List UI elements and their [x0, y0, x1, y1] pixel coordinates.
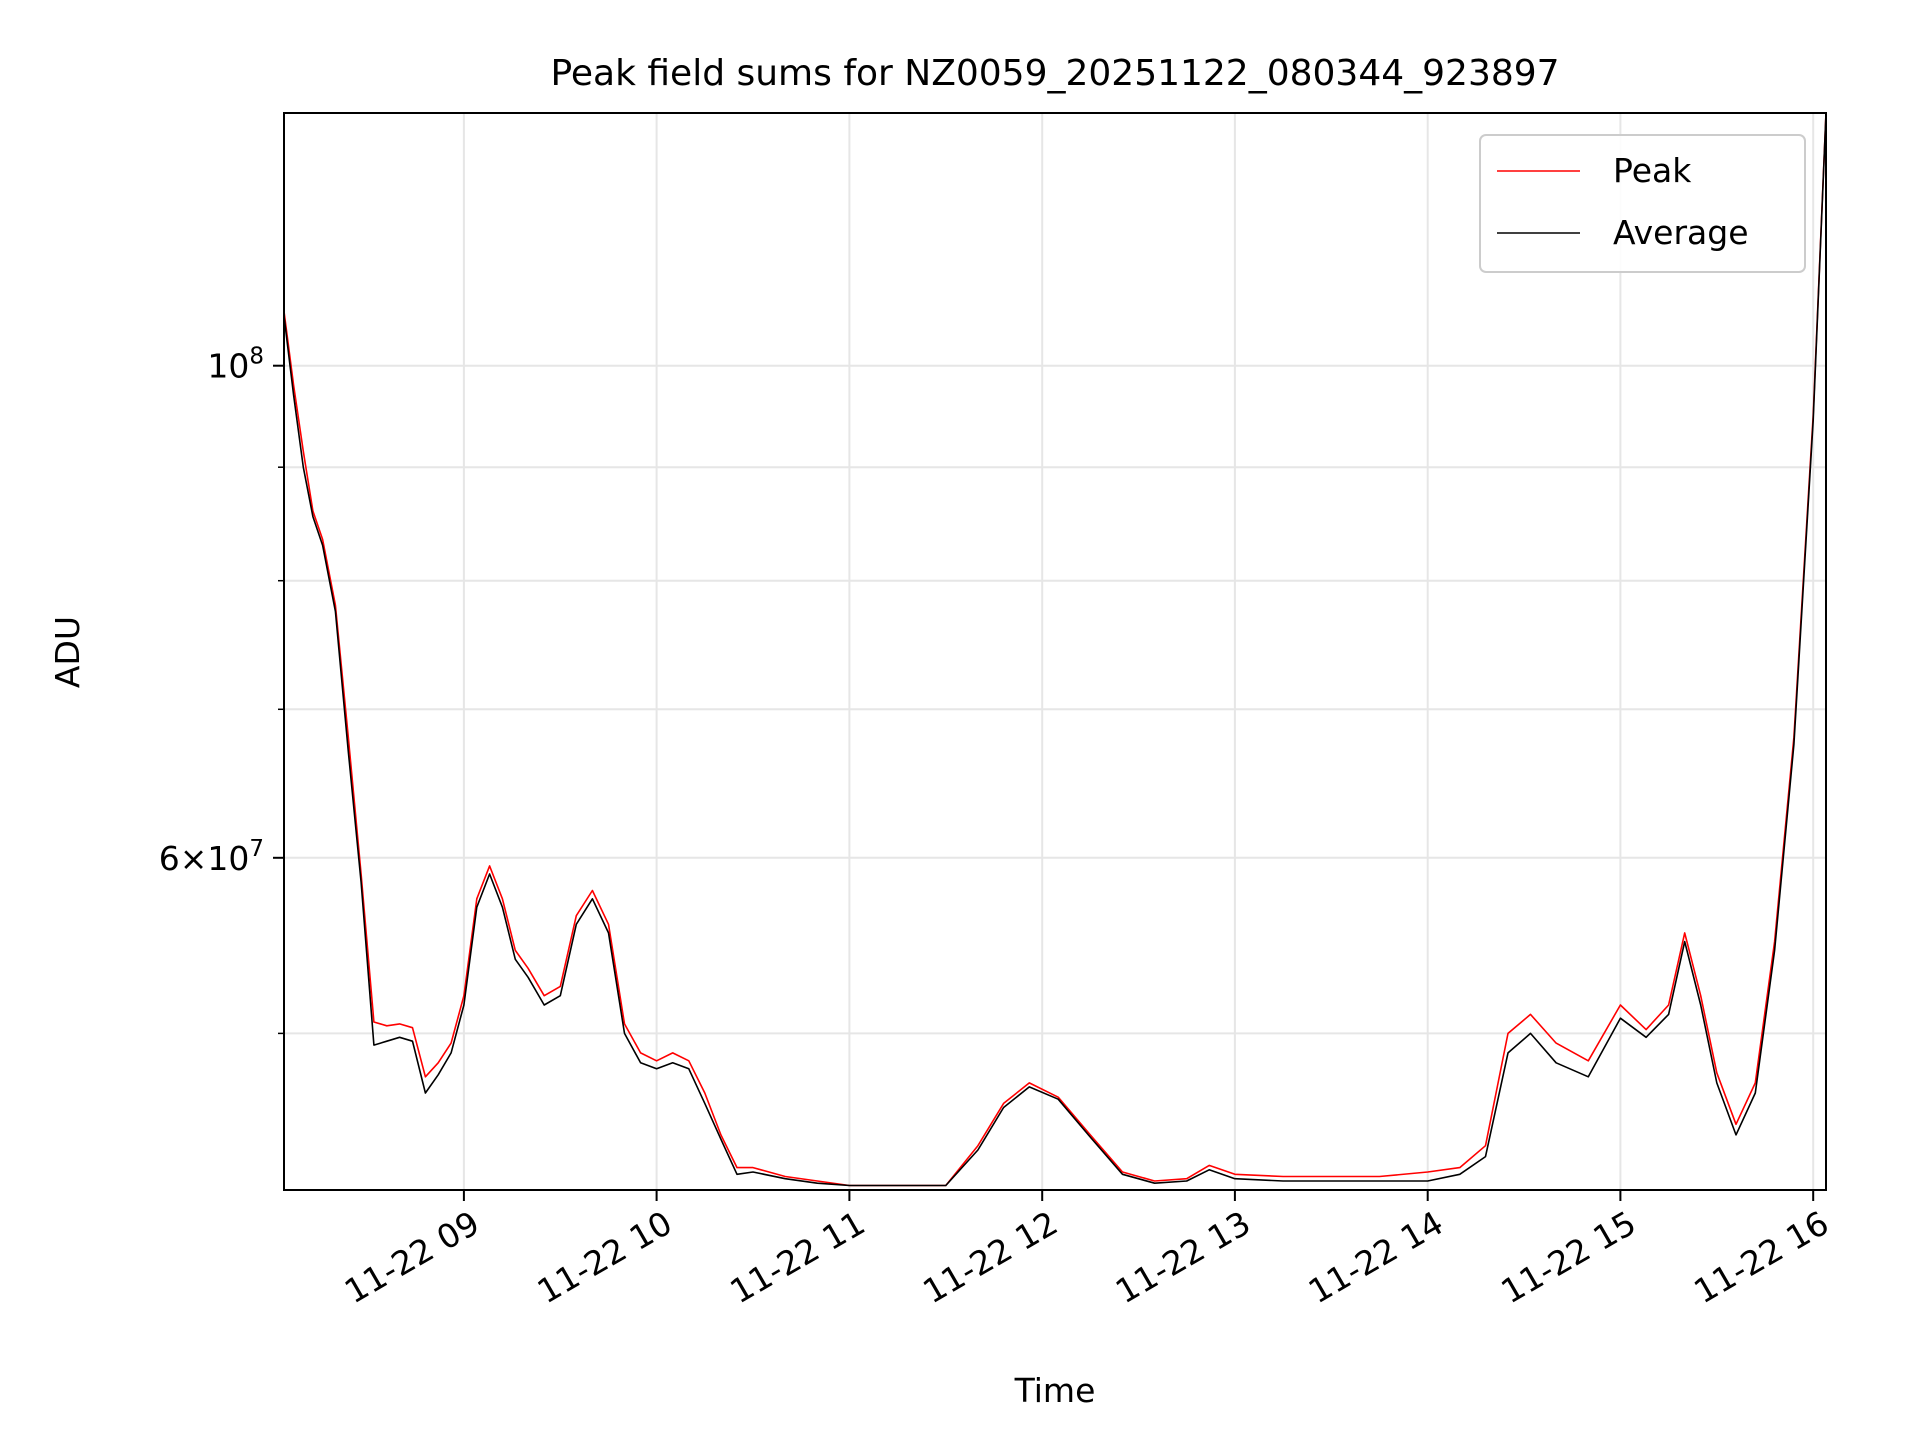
legend: Peak Average: [1479, 134, 1806, 273]
y-tick-base: 10: [207, 839, 249, 878]
y-tick-mantissa: 6: [159, 839, 180, 878]
y-tick-label: 6×107: [159, 836, 264, 878]
y-tick-exponent: 8: [249, 344, 264, 370]
series-line-peak: [283, 112, 1827, 1187]
chart-title: Peak field sums for NZ0059_20251122_0803…: [550, 53, 1559, 94]
y-tick-exponent: 7: [249, 836, 264, 862]
y-tick-times: ×: [180, 839, 208, 878]
grid: [284, 113, 1826, 1190]
legend-label-average: Average: [1613, 213, 1749, 252]
plot-area: [284, 113, 1826, 1190]
legend-box: [1479, 134, 1806, 273]
series-layer: [283, 112, 1827, 1187]
legend-label-peak: Peak: [1613, 151, 1692, 190]
x-axis-label: Time: [1014, 1371, 1096, 1410]
y-tick-label: 108: [207, 344, 264, 386]
y-tick-base: 10: [207, 347, 249, 386]
series-line-average: [283, 112, 1827, 1187]
y-axis-label: ADU: [48, 616, 87, 688]
plot-frame: [283, 112, 1827, 1191]
